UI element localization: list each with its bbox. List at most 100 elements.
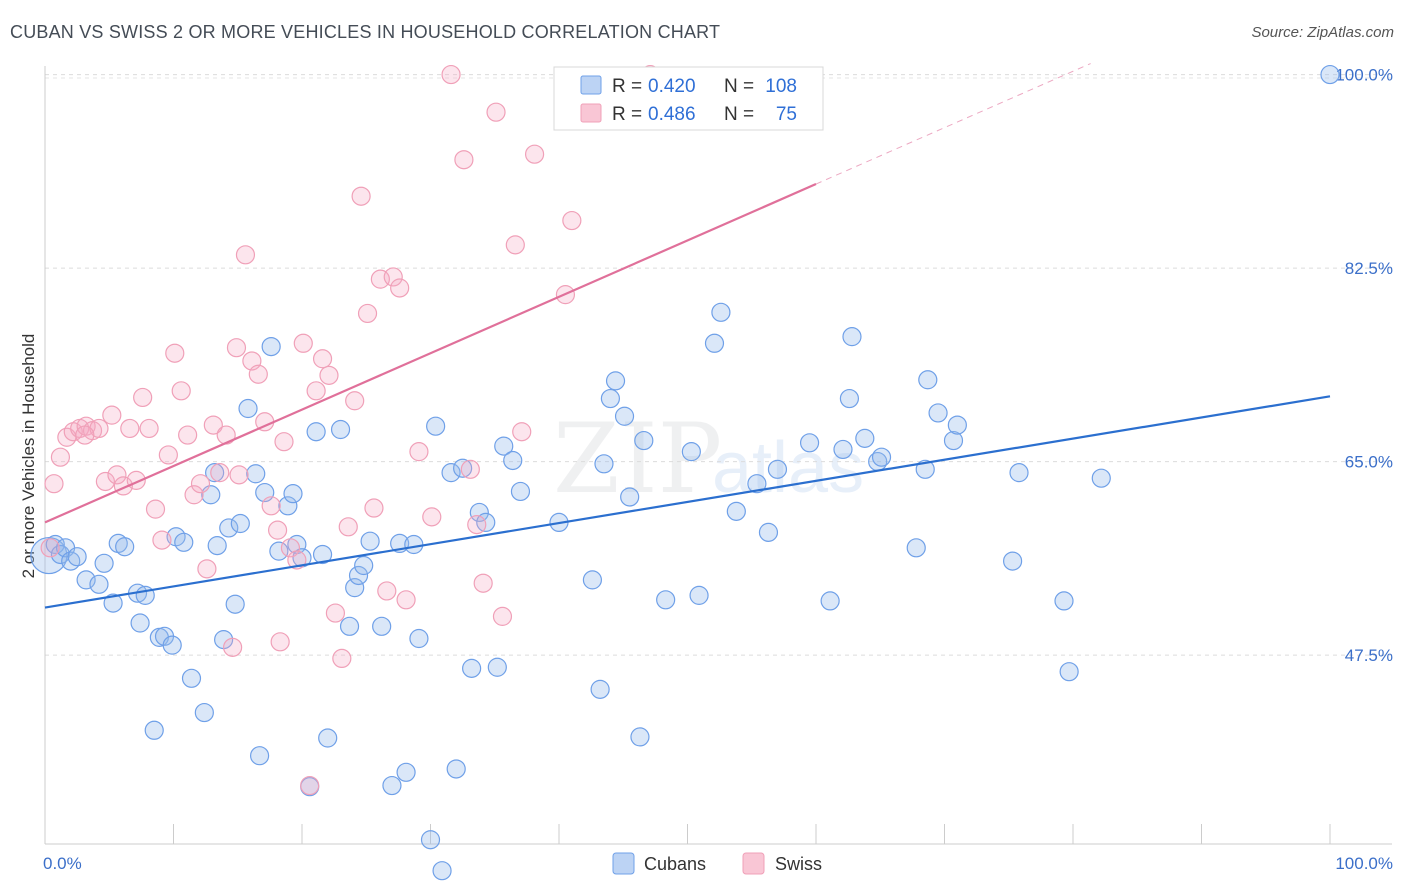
point-cubans-9 — [103, 593, 123, 613]
point-cubans-36 — [278, 496, 298, 516]
y-tick-label-3: 100.0% — [1335, 66, 1393, 85]
point-cubans-84 — [747, 474, 767, 494]
point-swiss-9 — [95, 471, 115, 492]
point-swiss-1 — [44, 474, 64, 494]
y-axis-title: 2 or more Vehicles in Household — [19, 334, 38, 579]
trend-line-swiss — [44, 183, 817, 524]
point-cubans-106 — [1320, 64, 1340, 85]
point-cubans-1 — [45, 534, 65, 555]
point-swiss-51 — [364, 498, 384, 518]
point-cubans-75 — [620, 487, 640, 507]
point-cubans-65 — [494, 436, 514, 456]
point-cubans-24 — [205, 463, 225, 483]
legend-r-label-swiss: R = — [612, 104, 642, 125]
point-cubans-83 — [726, 501, 746, 521]
point-swiss-43 — [312, 349, 333, 369]
trend-lines — [44, 63, 1331, 609]
point-swiss-67 — [512, 422, 532, 442]
point-cubans-102 — [1009, 463, 1029, 483]
point-swiss-11 — [107, 465, 127, 485]
point-swiss-0 — [40, 538, 60, 558]
bottom-legend-swatch-swiss — [742, 852, 765, 875]
point-cubans-70 — [590, 679, 610, 699]
point-swiss-57 — [409, 442, 429, 462]
point-cubans-47 — [348, 565, 369, 586]
point-swiss-36 — [267, 520, 288, 540]
point-swiss-8 — [89, 418, 109, 439]
point-cubans-96 — [915, 459, 935, 479]
point-cubans-44 — [330, 419, 351, 440]
series-legend: Cubans Swiss — [612, 852, 822, 875]
point-cubans-54 — [404, 534, 424, 555]
point-swiss-53 — [377, 581, 397, 601]
point-cubans-57 — [426, 416, 446, 436]
x-tick-label-0: 0.0% — [43, 854, 82, 873]
point-cubans-18 — [162, 635, 182, 655]
point-cubans-32 — [249, 746, 270, 766]
point-swiss-63 — [473, 573, 493, 593]
point-cubans-27 — [219, 518, 239, 538]
point-cubans-15 — [144, 720, 164, 740]
point-cubans-13 — [130, 613, 150, 633]
point-swiss-60 — [454, 150, 474, 170]
point-cubans-58 — [441, 463, 461, 483]
point-cubans-105 — [1091, 468, 1111, 488]
point-swiss-37 — [274, 432, 294, 452]
point-swiss-25 — [197, 559, 217, 579]
point-cubans-25 — [207, 536, 227, 556]
point-swiss-55 — [390, 278, 410, 298]
point-swiss-49 — [351, 186, 371, 206]
point-cubans-107 — [432, 861, 452, 881]
point-cubans-61 — [462, 658, 482, 678]
point-swiss-21 — [171, 381, 191, 401]
point-swiss-22 — [178, 425, 198, 445]
point-swiss-50 — [357, 303, 378, 324]
bottom-legend-label-swiss: Swiss — [775, 854, 822, 874]
point-swiss-23 — [184, 485, 204, 505]
legend-swatch-swiss — [580, 103, 602, 123]
point-cubans-29 — [230, 513, 250, 534]
point-cubans-85 — [758, 522, 779, 542]
point-cubans-6 — [76, 570, 96, 590]
point-swiss-61 — [460, 459, 480, 479]
point-swiss-74 — [75, 425, 95, 445]
point-cubans-22 — [194, 702, 214, 723]
point-cubans-92 — [855, 428, 875, 448]
bottom-legend-label-cubans: Cubans — [644, 854, 706, 874]
point-cubans-28 — [225, 594, 245, 614]
point-cubans-62 — [469, 502, 489, 523]
point-cubans-50 — [372, 616, 392, 636]
point-cubans-60 — [453, 458, 473, 478]
legend-r-value-cubans: 0.420 — [648, 76, 696, 97]
point-swiss-27 — [210, 463, 230, 483]
point-cubans-7 — [89, 574, 109, 594]
point-cubans-77 — [634, 430, 654, 451]
legend-swatch-cubans — [580, 75, 602, 95]
point-swiss-70 — [562, 210, 582, 231]
point-swiss-24 — [190, 474, 211, 494]
point-cubans-69 — [582, 570, 603, 590]
point-cubans-5 — [67, 547, 87, 567]
point-cubans-42 — [312, 544, 333, 565]
point-cubans-89 — [833, 439, 853, 460]
point-swiss-62 — [467, 515, 487, 535]
chart-title: CUBAN VS SWISS 2 OR MORE VEHICLES IN HOU… — [10, 22, 721, 42]
trend-line-cubans — [44, 395, 1331, 609]
point-cubans-103 — [1054, 591, 1074, 611]
legend-n-value-cubans: 108 — [765, 76, 797, 97]
point-cubans-21 — [181, 668, 202, 688]
series-cubans-points — [30, 64, 1340, 881]
point-swiss-38 — [280, 538, 301, 558]
point-swiss-46 — [332, 648, 352, 669]
point-swiss-19 — [158, 445, 178, 465]
point-swiss-44 — [319, 365, 339, 385]
point-cubans-46 — [345, 578, 365, 598]
point-cubans-49 — [360, 531, 380, 551]
point-swiss-59 — [441, 64, 461, 85]
point-swiss-15 — [133, 387, 153, 408]
point-cubans-71 — [594, 454, 614, 474]
point-cubans-45 — [339, 616, 360, 636]
point-swiss-20 — [165, 343, 185, 363]
point-cubans-87 — [799, 433, 820, 453]
watermark-zip: ZIP — [553, 403, 722, 515]
